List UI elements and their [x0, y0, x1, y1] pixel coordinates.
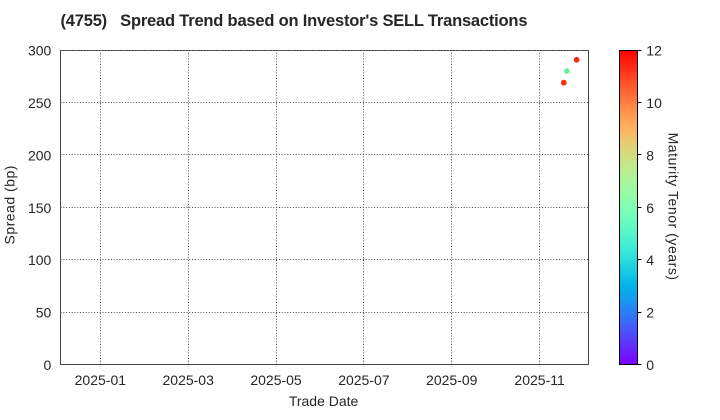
svg-text:2025-11: 2025-11: [514, 372, 565, 388]
svg-text:8: 8: [646, 147, 654, 163]
svg-text:2025-09: 2025-09: [426, 372, 478, 388]
svg-text:100: 100: [28, 252, 52, 268]
svg-text:250: 250: [28, 95, 52, 111]
svg-text:6: 6: [646, 200, 654, 216]
svg-text:Trade Date: Trade Date: [289, 393, 359, 409]
svg-text:12: 12: [646, 43, 662, 59]
svg-text:10: 10: [646, 95, 662, 111]
svg-text:2025-05: 2025-05: [250, 372, 302, 388]
svg-text:2025-01: 2025-01: [75, 372, 127, 388]
svg-text:2025-03: 2025-03: [163, 372, 215, 388]
svg-text:Maturity Tenor (years): Maturity Tenor (years): [665, 133, 681, 281]
svg-text:300: 300: [28, 43, 52, 59]
svg-text:Spread (bp): Spread (bp): [2, 165, 18, 244]
svg-text:2025-07: 2025-07: [338, 372, 390, 388]
svg-text:2: 2: [646, 305, 654, 321]
svg-text:150: 150: [28, 200, 52, 216]
svg-text:4: 4: [646, 252, 654, 268]
svg-text:0: 0: [44, 357, 52, 373]
svg-text:(4755) Spread Trend based on: (4755) Spread Trend based on Investor's …: [60, 12, 527, 30]
svg-text:50: 50: [36, 305, 52, 321]
svg-text:0: 0: [646, 357, 654, 373]
svg-text:200: 200: [28, 147, 52, 163]
